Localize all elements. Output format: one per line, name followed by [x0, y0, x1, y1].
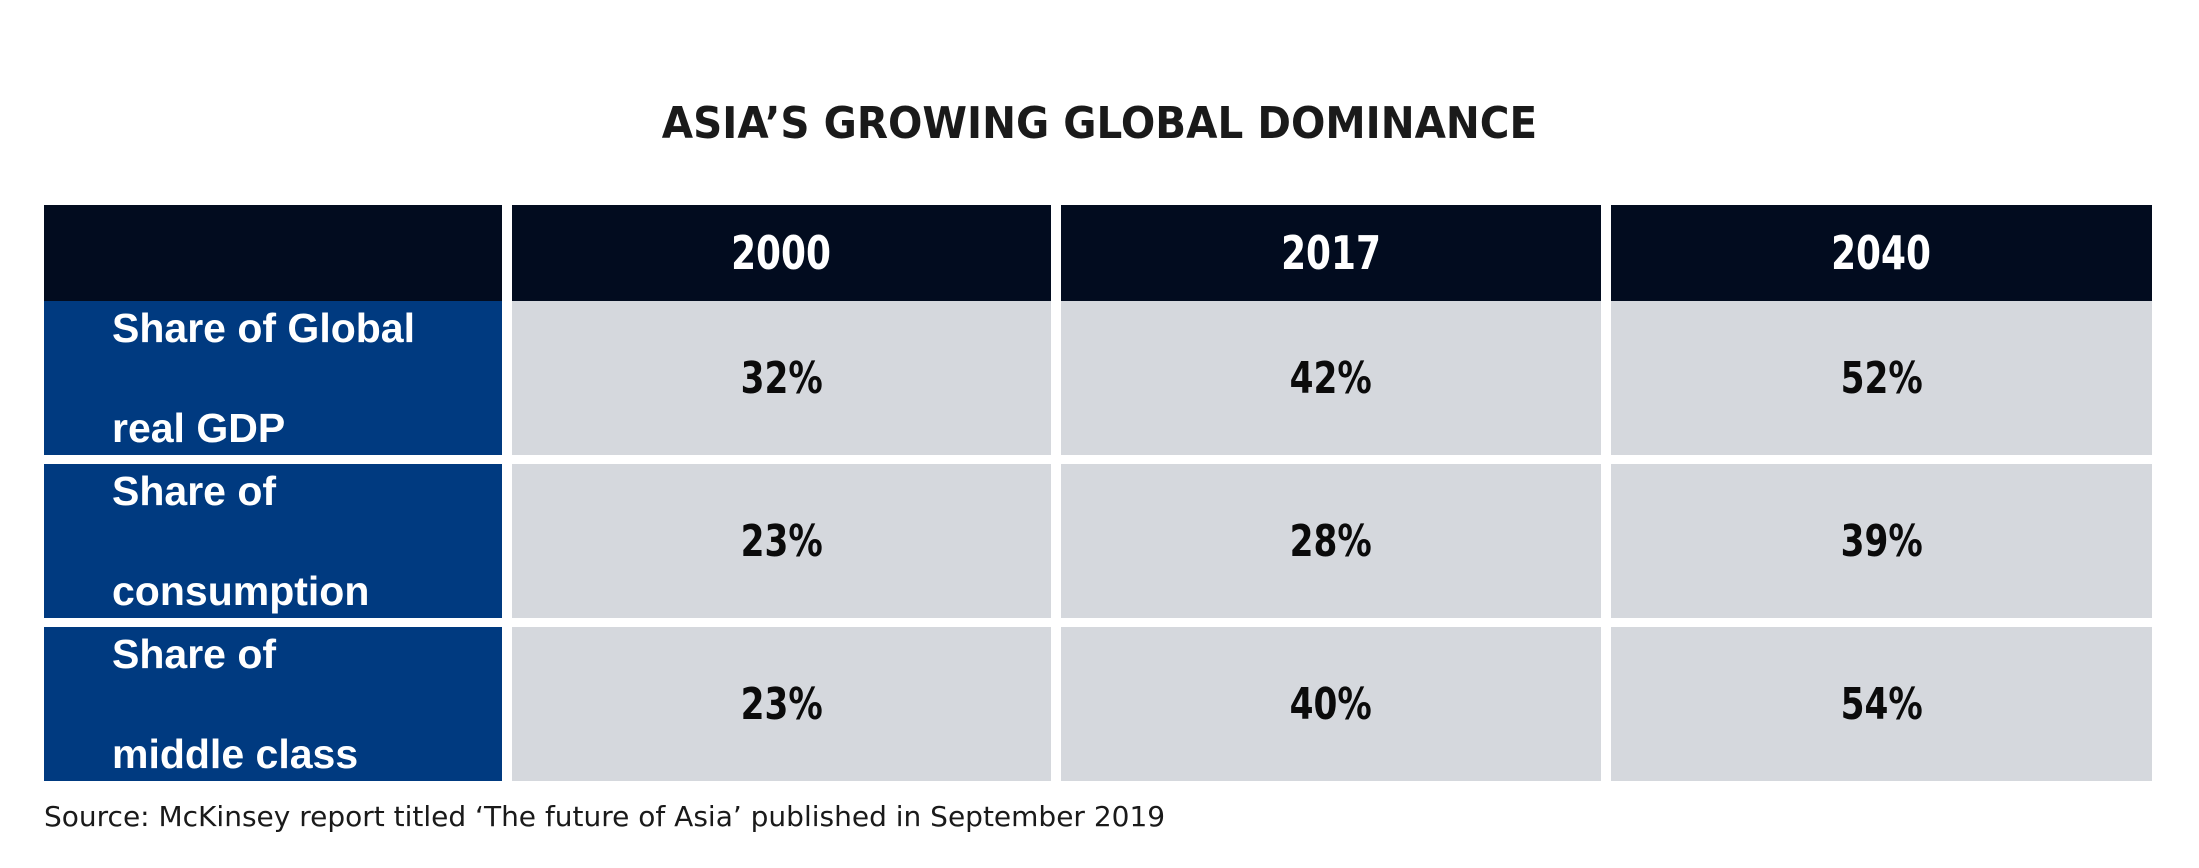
table-cell: 23% — [512, 464, 1051, 618]
row-header-line: Share of Global — [112, 305, 415, 351]
row-header-line: real GDP — [112, 405, 286, 451]
table-cell: 40% — [1061, 627, 1601, 781]
column-header-2000: 2000 — [512, 205, 1051, 301]
table-cell: 23% — [512, 627, 1051, 781]
row-header-consumption: Share of consumption — [44, 464, 502, 618]
data-table: 2000 2017 2040 Share of Global real GDP 3… — [44, 205, 2152, 781]
table-corner-cell — [44, 205, 502, 301]
row-header-line: Share of — [112, 468, 277, 514]
row-header-global-gdp: Share of Global real GDP — [44, 301, 502, 455]
table-cell: 39% — [1611, 464, 2152, 618]
row-header-middle-class: Share of middle class — [44, 627, 502, 781]
table-cell: 28% — [1061, 464, 1601, 618]
column-header-2040: 2040 — [1611, 205, 2152, 301]
table-cell: 32% — [512, 301, 1051, 455]
source-note: Source: McKinsey report titled ‘The futu… — [44, 800, 1166, 833]
row-header-line: middle class — [112, 731, 359, 777]
chart-title: ASIA’S GROWING GLOBAL DOMINANCE — [661, 98, 1538, 149]
table-cell: 52% — [1611, 301, 2152, 455]
row-header-line: Share of — [112, 631, 277, 677]
column-header-2017: 2017 — [1061, 205, 1601, 301]
table-cell: 54% — [1611, 627, 2152, 781]
row-header-line: consumption — [112, 568, 370, 614]
table-cell: 42% — [1061, 301, 1601, 455]
